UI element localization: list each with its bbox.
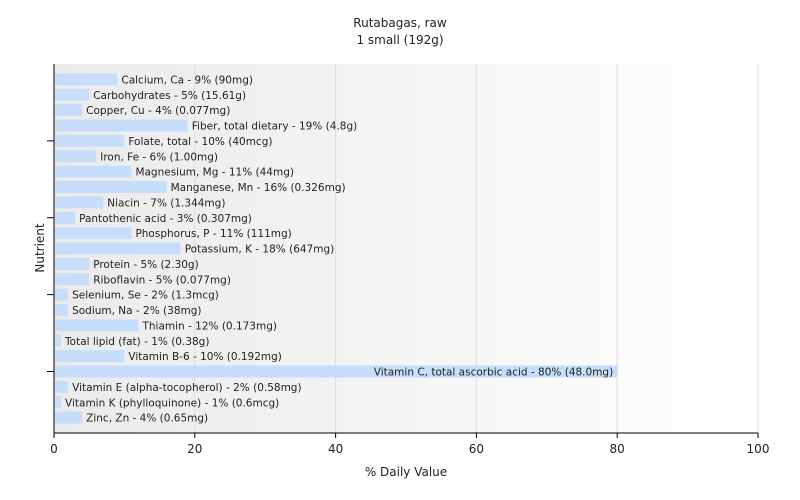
bar-data-label: Magnesium, Mg - 11% (44mg) (135, 167, 294, 179)
bar-data-label: Manganese, Mn - 16% (0.326mg) (171, 182, 346, 194)
bar-data-label: Selenium, Se - 2% (1.3mcg) (72, 290, 219, 302)
bar-data-label: Iron, Fe - 6% (1.00mg) (100, 151, 218, 163)
bar-data-label: Phosphorus, P - 11% (111mg) (135, 228, 291, 240)
bar-data-label: Niacin - 7% (1.344mg) (107, 197, 225, 209)
bar (55, 104, 83, 117)
bar (55, 288, 69, 301)
bar-data-label: Pantothenic acid - 3% (0.307mg) (79, 213, 252, 225)
bar-data-label: Thiamin - 12% (0.173mg) (141, 320, 277, 332)
bar (55, 350, 125, 363)
bar (55, 380, 69, 393)
bar (55, 181, 167, 193)
y-axis-label: Nutrient (33, 223, 47, 273)
bar (55, 334, 62, 347)
bar-data-label: Potassium, K - 18% (647mg) (185, 244, 335, 256)
bar-data-label: Carbohydrates - 5% (15.61g) (93, 90, 246, 102)
bar-data-label: Vitamin E (alpha-tocopherol) - 2% (0.58m… (72, 382, 302, 394)
bar (55, 88, 90, 101)
bar (55, 73, 118, 86)
bar-data-label: Calcium, Ca - 9% (90mg) (121, 74, 253, 86)
bar (55, 319, 139, 332)
x-tick-label: 0 (50, 442, 58, 456)
x-tick-label: 80 (610, 442, 625, 456)
bar (55, 304, 69, 316)
bar-data-label: Folate, total - 10% (40mcg) (128, 136, 272, 148)
chart-title: Rutabagas, raw (353, 16, 447, 30)
x-tick-label: 100 (747, 442, 770, 456)
chart-subtitle: 1 small (192g) (356, 33, 443, 47)
x-tick-label: 40 (328, 442, 343, 456)
bar-data-label: Copper, Cu - 4% (0.077mg) (86, 105, 230, 117)
axes: 0 20 40 60 80 100 (47, 64, 769, 456)
data-labels: Calcium, Ca - 9% (90mg) Carbohydrates - 5… (64, 74, 613, 424)
x-tick-label: 20 (187, 442, 202, 456)
bar-data-label: Sodium, Na - 2% (38mg) (72, 305, 201, 317)
bar (55, 242, 181, 255)
bar (55, 150, 97, 163)
bar (55, 365, 618, 378)
bar-data-label: Protein - 5% (2.30g) (93, 259, 199, 271)
bar-data-label: Riboflavin - 5% (0.077mg) (93, 274, 231, 286)
bar (55, 396, 62, 409)
bar (55, 119, 188, 132)
bar-data-label: Vitamin B-6 - 10% (0.192mg) (128, 351, 282, 363)
bar (55, 134, 125, 147)
bar (55, 196, 104, 209)
bar-data-label: Vitamin K (phylloquinone) - 1% (0.6mcg) (65, 397, 279, 409)
bar (55, 411, 83, 424)
bar (55, 227, 132, 240)
bar (55, 273, 90, 286)
bar (55, 165, 132, 178)
bar-data-label: Vitamin C, total ascorbic acid - 80% (48… (374, 367, 613, 379)
x-axis-label: % Daily Value (365, 465, 447, 479)
bar (55, 257, 90, 270)
bar-data-label: Fiber, total dietary - 19% (4.8g) (192, 121, 357, 133)
x-tick-label: 60 (469, 442, 484, 456)
bar-data-label: Zinc, Zn - 4% (0.65mg) (86, 413, 208, 425)
bar (55, 211, 76, 224)
bars (55, 73, 618, 424)
bar-data-label: Total lipid (fat) - 1% (0.38g) (64, 336, 209, 348)
